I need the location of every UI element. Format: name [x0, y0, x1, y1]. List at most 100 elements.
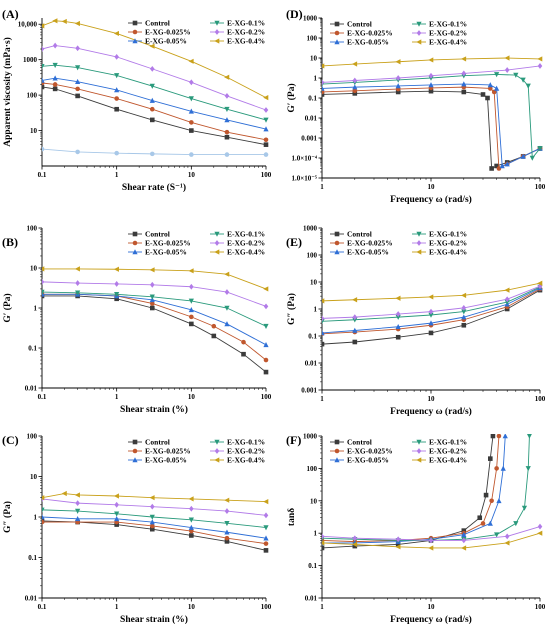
data-point: [188, 307, 194, 313]
legend-marker: [132, 231, 138, 237]
data-point: [537, 63, 543, 69]
data-point: [322, 315, 325, 322]
plot-area: [322, 434, 543, 551]
panel-letter: (C): [2, 433, 19, 447]
data-point: [428, 308, 434, 315]
legend-marker: [416, 231, 422, 237]
data-point: [322, 545, 325, 551]
y-axis-title: G′ (Pa): [286, 83, 297, 112]
legend-marker: [334, 21, 340, 27]
series-line: [42, 82, 267, 141]
legend-label: E-XG-0.025%: [347, 239, 393, 248]
data-point: [189, 79, 194, 86]
data-point: [75, 516, 81, 522]
panel-letter: (B): [2, 235, 18, 249]
data-point: [461, 292, 467, 298]
y-tick-label: 0.01: [305, 360, 318, 368]
series-line: [322, 86, 541, 170]
y-tick-label: 1000: [303, 433, 318, 441]
x-tick-label: 10: [188, 171, 196, 179]
series-line: [42, 45, 267, 111]
legend-label: E-XG-0.2%: [429, 447, 467, 456]
legend-label: E-XG-0.025%: [347, 29, 393, 38]
y-tick-label: 10: [30, 473, 38, 481]
legend-label: E-XG-0.05%: [145, 37, 187, 46]
legend-marker: [334, 231, 340, 237]
data-point: [224, 129, 230, 135]
series-line: [322, 83, 541, 167]
x-tick-label: 100: [261, 603, 272, 611]
data-point: [322, 85, 325, 91]
legend-label: Control: [145, 230, 170, 239]
y-tick-label: 100: [307, 35, 318, 43]
data-point: [496, 166, 502, 171]
legend-label: E-XG-0.025%: [347, 447, 393, 456]
x-tick-label: 0.1: [38, 393, 47, 401]
data-point: [461, 531, 467, 537]
data-point: [224, 289, 230, 295]
data-point: [513, 521, 519, 527]
data-point: [188, 58, 194, 64]
y-tick-label: 0.1: [308, 95, 317, 103]
data-point: [189, 283, 194, 290]
data-point: [149, 514, 155, 520]
data-point: [224, 93, 230, 99]
legend: ControlE-XG-0.025%E-XG-0.05%E-XG-0.1%E-X…: [128, 230, 265, 257]
data-point: [395, 536, 401, 543]
data-point: [61, 490, 67, 497]
legend-label: E-XG-0.4%: [227, 248, 265, 257]
data-point: [211, 333, 217, 339]
data-point: [42, 46, 45, 52]
legend-label: E-XG-0.4%: [429, 38, 467, 47]
data-point: [263, 512, 269, 519]
data-point: [395, 544, 401, 550]
data-point: [488, 86, 493, 91]
legend-marker: [214, 29, 220, 35]
x-tick-label: 1: [115, 393, 119, 401]
y-tick-label: 1: [34, 514, 38, 522]
data-point: [428, 57, 434, 63]
data-point: [461, 70, 467, 77]
data-point: [263, 323, 269, 330]
legend-label: E-XG-0.1%: [227, 230, 265, 239]
data-point: [537, 146, 543, 152]
data-point: [149, 519, 155, 525]
legend-marker: [132, 29, 138, 35]
y-tick-label: 1.0×10⁻⁴: [291, 155, 317, 163]
data-point: [488, 456, 493, 461]
legend-marker: [132, 240, 138, 246]
data-point: [428, 537, 434, 544]
data-point: [461, 56, 467, 62]
data-point: [189, 505, 194, 512]
legend-label: E-XG-0.2%: [429, 239, 467, 248]
data-point: [52, 86, 58, 92]
data-point: [428, 294, 434, 300]
data-point: [113, 266, 119, 272]
data-point: [428, 88, 434, 94]
data-point: [263, 342, 269, 348]
data-point: [149, 301, 155, 306]
data-point: [352, 77, 358, 84]
data-point: [322, 540, 325, 546]
data-point: [149, 267, 155, 273]
x-tick-label: 100: [535, 183, 546, 191]
data-point: [149, 65, 155, 72]
data-point: [461, 545, 467, 551]
y-tick-label: 1.0×10⁻⁵: [291, 175, 317, 183]
reference-point: [189, 152, 194, 157]
data-point: [224, 134, 230, 140]
data-point: [395, 75, 401, 81]
data-point: [322, 79, 325, 86]
x-tick-label: 1: [115, 171, 119, 179]
data-point: [395, 83, 401, 89]
data-point: [263, 117, 269, 123]
data-point: [504, 540, 510, 546]
data-point: [114, 511, 120, 517]
data-point: [149, 294, 155, 300]
x-axis-title: Shear strain (%): [120, 404, 188, 415]
legend-marker: [334, 39, 340, 45]
x-tick-label: 1: [320, 395, 324, 403]
y-tick-label: 10: [30, 127, 38, 135]
x-tick-label: 1: [320, 603, 324, 611]
legend-marker: [214, 20, 220, 26]
